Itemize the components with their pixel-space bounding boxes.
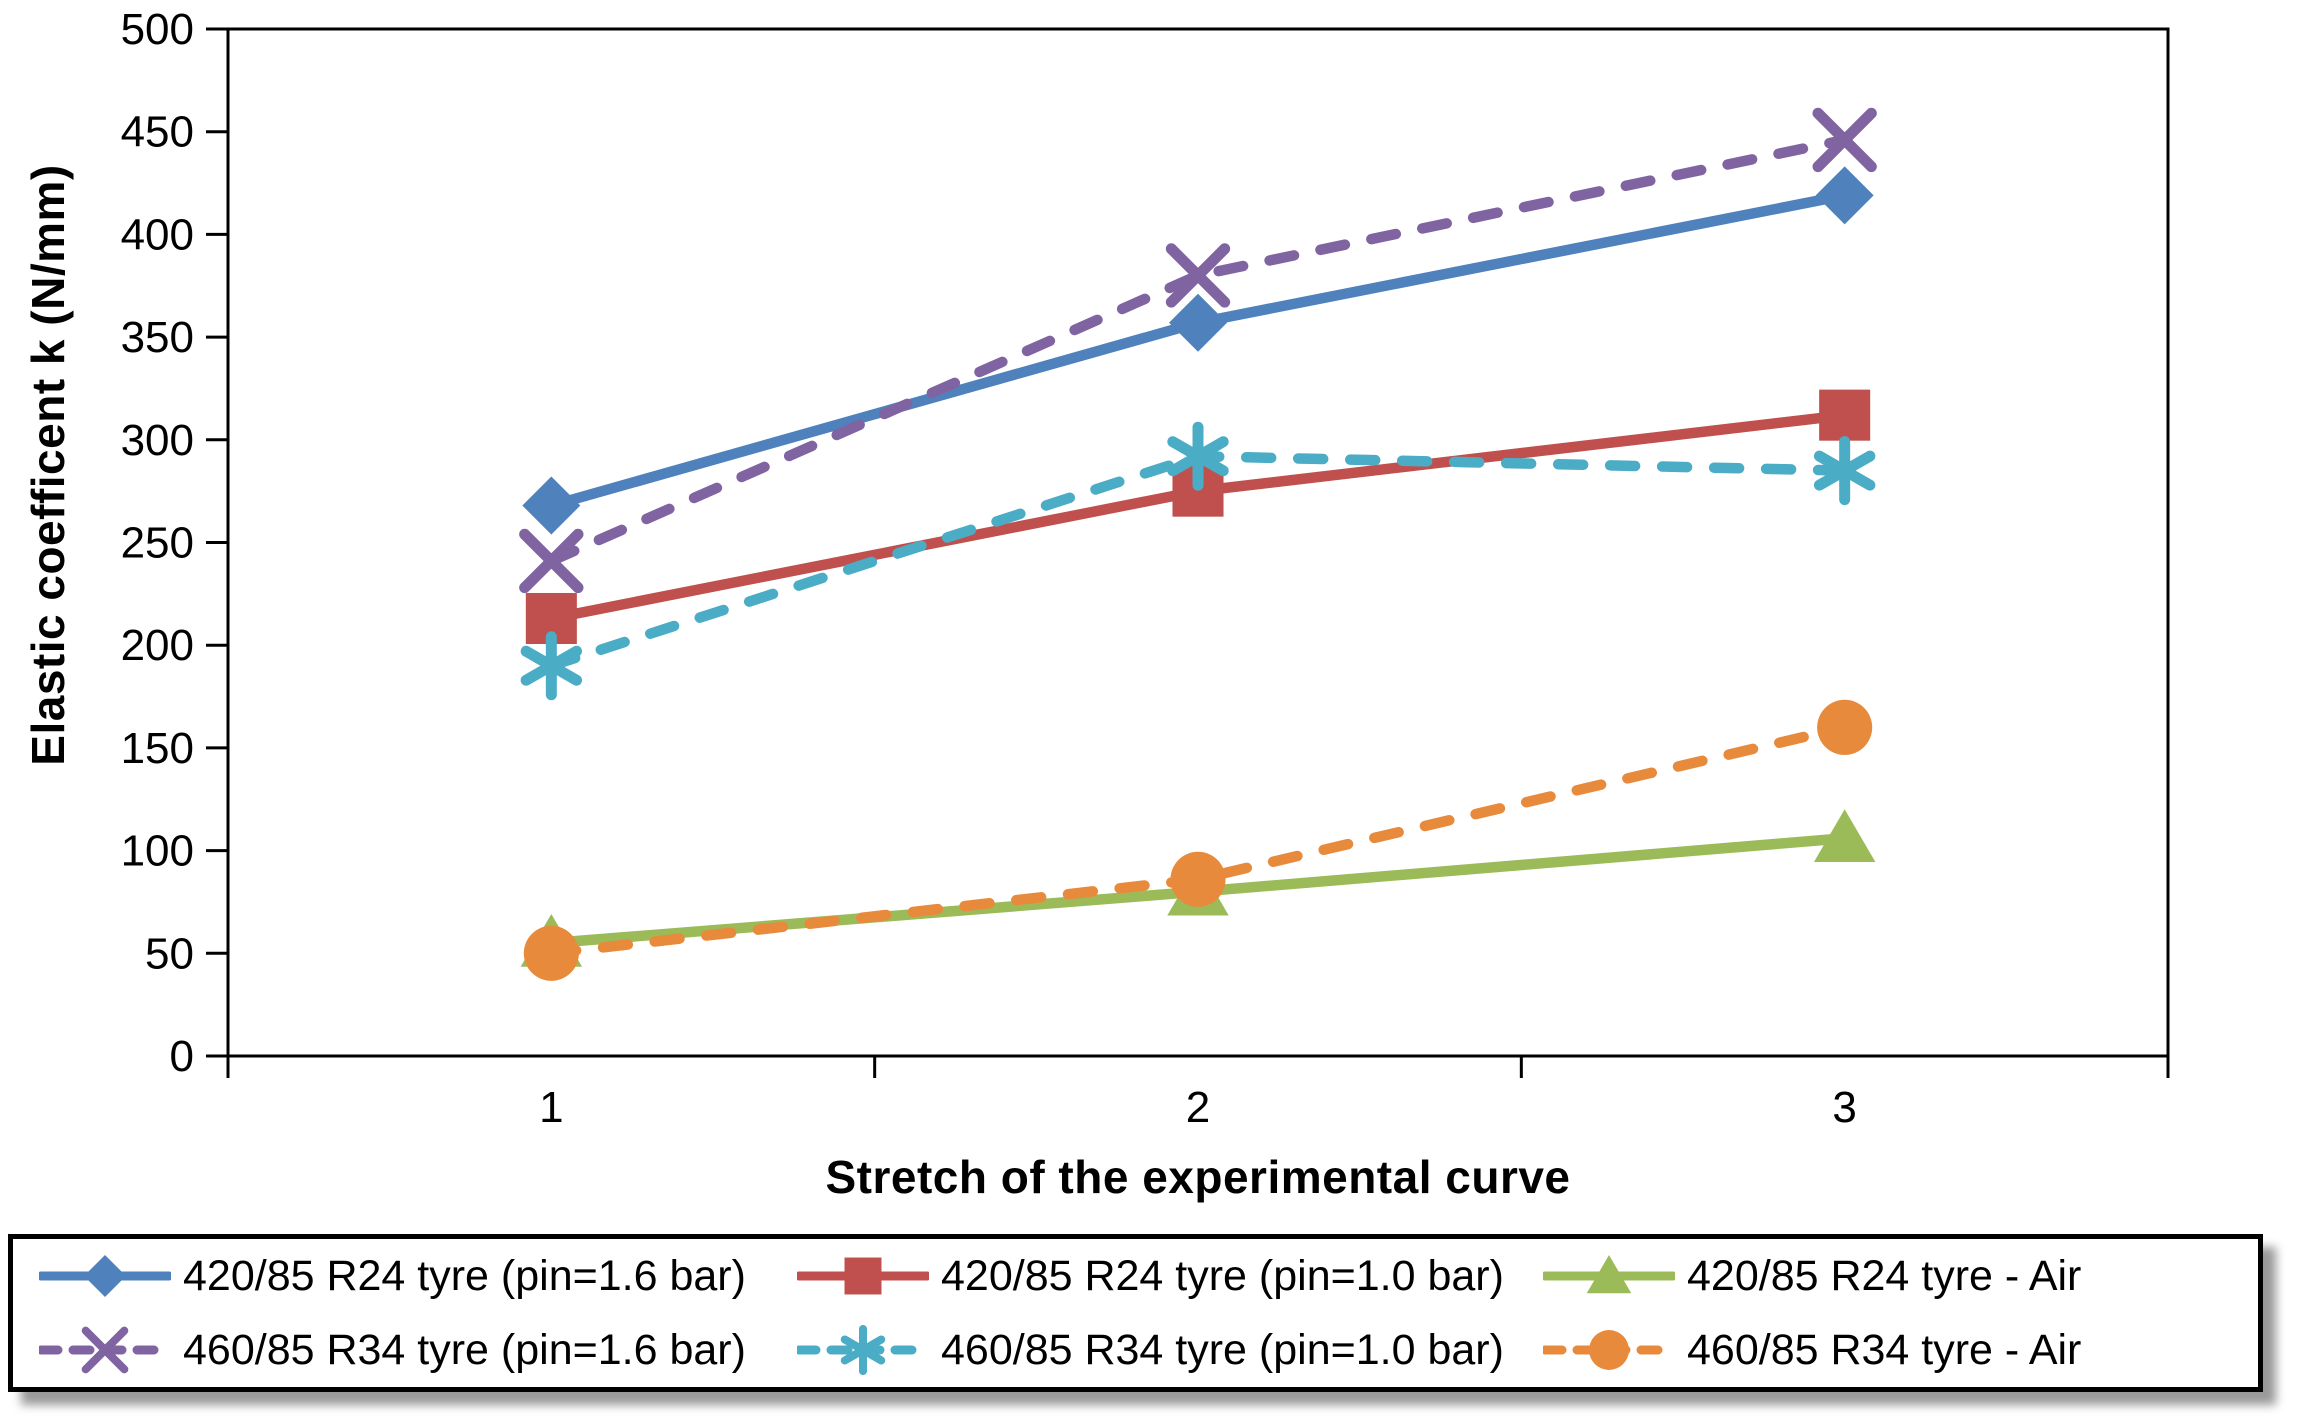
circle-marker-icon — [1589, 1330, 1629, 1370]
legend-item-label: 420/85 R24 tyre (pin=1.6 bar) — [183, 1251, 746, 1300]
y-tick-label: 50 — [145, 929, 194, 978]
circle-marker-icon — [523, 925, 579, 981]
legend-item: 420/85 R24 tyre (pin=1.6 bar) — [39, 1250, 797, 1302]
x-marker-icon — [1165, 243, 1231, 308]
legend-item: 420/85 R24 tyre (pin=1.0 bar) — [797, 1250, 1543, 1302]
y-axis-title: Elastic coefficent k (N/mm) — [22, 164, 74, 766]
series-5 — [523, 699, 1873, 981]
x-marker-icon — [519, 528, 584, 594]
series-4 — [520, 421, 1876, 701]
asterisk-marker-icon — [1813, 436, 1876, 506]
y-tick-label: 100 — [121, 827, 194, 876]
legend-item: 460/85 R34 tyre - Air — [1543, 1324, 2258, 1376]
x-tick-label: 1 — [539, 1083, 563, 1132]
legend-item: 460/85 R34 tyre (pin=1.6 bar) — [39, 1324, 797, 1376]
legend-item-label: 460/85 R34 tyre (pin=1.0 bar) — [941, 1325, 1504, 1374]
legend-x-line-sample-icon — [39, 1326, 171, 1374]
asterisk-marker-icon — [1167, 421, 1229, 491]
legend-item-label: 420/85 R24 tyre (pin=1.0 bar) — [941, 1251, 1504, 1300]
asterisk-marker-icon — [520, 631, 583, 701]
legend-asterisk-line-sample-icon — [797, 1325, 929, 1375]
y-tick-label: 150 — [121, 724, 194, 773]
square-marker-icon — [1819, 389, 1871, 441]
x-tick-label: 2 — [1186, 1083, 1210, 1132]
legend-square-line-sample-icon — [797, 1257, 929, 1295]
legend-circle-line-sample-icon — [1543, 1330, 1675, 1370]
legend-item: 420/85 R24 tyre - Air — [1543, 1250, 2258, 1302]
legend-item-label: 420/85 R24 tyre - Air — [1687, 1251, 2082, 1300]
diamond-marker-icon — [522, 476, 581, 535]
y-tick-label: 0 — [170, 1032, 194, 1081]
legend-item-label: 460/85 R34 tyre (pin=1.6 bar) — [183, 1325, 746, 1374]
triangle-marker-icon — [1813, 809, 1876, 863]
triangle-marker-icon — [1586, 1255, 1632, 1294]
diamond-marker-icon — [1169, 293, 1227, 352]
circle-marker-icon — [1817, 699, 1873, 755]
y-tick-label: 300 — [121, 416, 194, 465]
legend-diamond-line-sample-icon — [39, 1255, 171, 1297]
x-marker-icon — [81, 1326, 129, 1374]
y-tick-label: 500 — [121, 5, 194, 54]
legend-row: 460/85 R34 tyre (pin=1.6 bar) 460/85 R34 … — [13, 1313, 2258, 1387]
asterisk-marker-icon — [840, 1325, 886, 1375]
x-tick-label: 3 — [1832, 1083, 1856, 1132]
legend-item-label: 460/85 R34 tyre - Air — [1687, 1325, 2082, 1374]
x-axis-title: Stretch of the experimental curve — [825, 1151, 1571, 1203]
y-tick-label: 350 — [121, 313, 194, 362]
y-tick-label: 400 — [121, 210, 194, 259]
series-3 — [519, 107, 1877, 594]
diamond-marker-icon — [84, 1255, 126, 1297]
legend-row: 420/85 R24 tyre (pin=1.6 bar) 420/85 R24 … — [13, 1239, 2258, 1313]
x-marker-icon — [1812, 107, 1877, 173]
line-chart-plot: 0 50 100 150 200 250 300 350 400 450 500 1 2 3 — [121, 5, 2170, 1132]
legend: 420/85 R24 tyre (pin=1.6 bar) 420/85 R24 … — [8, 1234, 2263, 1392]
y-tick-label: 450 — [121, 108, 194, 157]
legend-triangle-line-sample-icon — [1543, 1255, 1675, 1294]
square-marker-icon — [844, 1257, 882, 1295]
series-line — [546, 134, 1850, 567]
y-tick-label: 200 — [121, 621, 194, 670]
series-0 — [522, 166, 1874, 535]
legend-item: 460/85 R34 tyre (pin=1.0 bar) — [797, 1324, 1543, 1376]
diamond-marker-icon — [1815, 166, 1874, 225]
y-tick-label: 250 — [121, 519, 194, 568]
circle-marker-icon — [1170, 851, 1226, 907]
